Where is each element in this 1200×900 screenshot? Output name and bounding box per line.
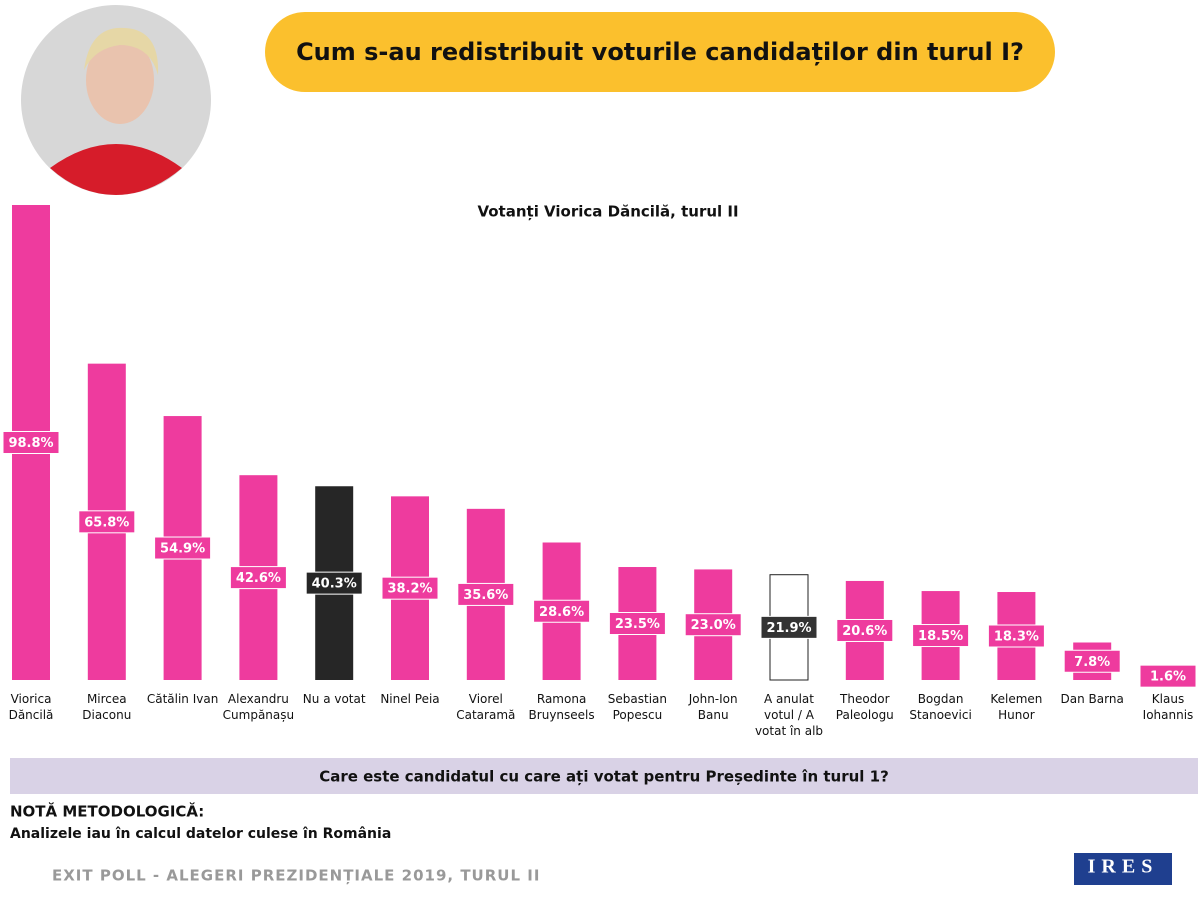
footer: EXIT POLL - ALEGERI PREZIDENȚIALE 2019, …: [52, 867, 540, 885]
x-tick-label: John-Ion Banu: [688, 692, 738, 722]
value-label-box: [457, 582, 515, 606]
value-label-box: [154, 536, 212, 560]
value-label: 54.9%: [160, 542, 205, 557]
value-label-box: [912, 624, 970, 648]
value-label-box: [1063, 649, 1121, 673]
x-tick-label: Viorica Dăncilă: [8, 692, 54, 722]
x-tick-label: Nu a votat: [302, 692, 366, 706]
value-label-box: [229, 566, 287, 590]
x-tick-label: Kelemen Hunor: [990, 692, 1043, 722]
value-label: 23.0%: [691, 618, 736, 633]
x-tick-label: Mircea Diaconu: [82, 692, 132, 722]
value-label: 21.9%: [766, 621, 811, 636]
value-label: 40.3%: [312, 577, 357, 592]
x-tick-label: Dan Barna: [1060, 692, 1124, 706]
value-label: 7.8%: [1074, 655, 1110, 670]
value-label-box: [533, 599, 591, 623]
value-label: 28.6%: [539, 605, 584, 620]
value-label: 35.6%: [463, 588, 508, 603]
x-tick-label: Viorel Cataramă: [456, 692, 516, 722]
x-tick-label: Sebastian Popescu: [607, 692, 667, 722]
x-tick-label: Bogdan Stanoevici: [909, 692, 972, 722]
x-label-band: [10, 758, 1198, 794]
x-tick-label: Klaus Iohannis: [1142, 692, 1194, 722]
value-label: 42.6%: [236, 571, 281, 586]
x-tick-label: Ninel Peia: [380, 692, 440, 706]
value-label-box: [836, 618, 894, 642]
note-text: Analizele iau în calcul datelor culese î…: [10, 826, 391, 842]
value-label: 38.2%: [387, 582, 432, 597]
value-label: 1.6%: [1150, 670, 1186, 685]
value-label-box: [684, 613, 742, 637]
x-axis-label: Care este candidatul cu care ați votat p…: [319, 768, 889, 786]
value-label-box: [78, 510, 136, 534]
portrait: [21, 5, 211, 195]
x-tick-label: Ramona Bruynseels: [528, 692, 595, 722]
logo-box: [1074, 853, 1172, 885]
value-label-box: [381, 576, 439, 600]
x-tick-label: Cătălin Ivan: [146, 692, 219, 706]
value-label: 98.8%: [8, 436, 53, 451]
value-label: 18.5%: [918, 629, 963, 644]
value-label-box: [2, 431, 60, 454]
x-tick-label: Theodor Paleologu: [835, 692, 894, 722]
x-tick-label: Alexandru Cumpănașu: [222, 692, 295, 722]
value-label-box: [760, 615, 818, 639]
value-label: 23.5%: [615, 617, 660, 632]
note-title: NOTĂ METODOLOGICĂ:: [10, 802, 204, 821]
value-label: 65.8%: [84, 515, 129, 530]
value-label-box: [305, 571, 363, 595]
logo: IRES: [1088, 856, 1159, 878]
title-pill: [265, 12, 1055, 92]
value-label-box: [987, 624, 1045, 648]
value-label: 20.6%: [842, 624, 887, 639]
value-label-box: [1139, 664, 1197, 688]
chart-title: Cum s-au redistribuit voturile candidați…: [296, 38, 1024, 66]
value-label-box: [608, 612, 666, 636]
chart-subtitle: Votanți Viorica Dăncilă, turul II: [477, 203, 738, 221]
x-tick-label: A anulat votul / A votat în alb: [754, 692, 824, 738]
value-label: 18.3%: [994, 630, 1039, 645]
